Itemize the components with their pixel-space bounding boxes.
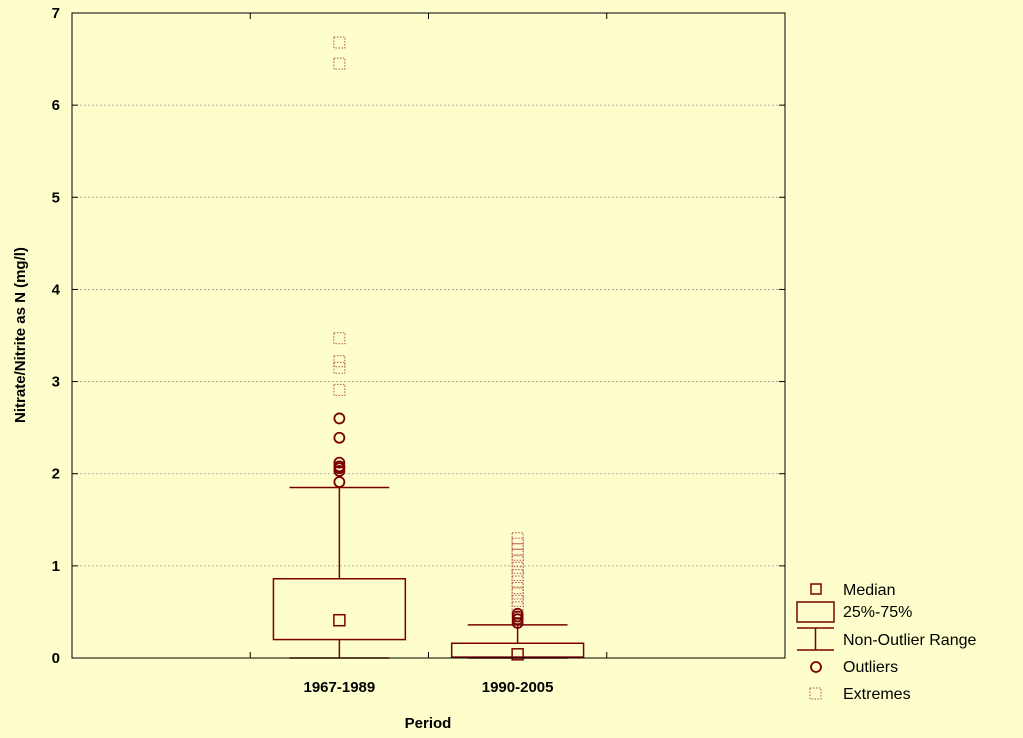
box-1967-1989 <box>272 36 407 659</box>
extreme-point <box>333 57 346 70</box>
y-tick-label: 1 <box>52 558 60 575</box>
extreme-point <box>511 601 524 614</box>
iqr-box <box>272 578 407 641</box>
y-tick-label: 2 <box>52 466 60 483</box>
y-axis-title: Nitrate/Nitrite as N (mg/l) <box>12 247 29 423</box>
legend-extremes-label: Extremes <box>843 686 911 703</box>
median-marker <box>511 648 524 661</box>
outlier-point <box>333 431 346 444</box>
extreme-point <box>511 561 524 574</box>
extreme-point <box>511 555 524 568</box>
grid-lines <box>72 104 785 567</box>
iqr-box <box>450 642 585 658</box>
legend-median-label: Median <box>843 582 895 599</box>
x-tick-label: 1990-2005 <box>482 679 554 696</box>
outlier-point <box>333 476 346 488</box>
extreme-point <box>511 575 524 588</box>
legend-outliers-label: Outliers <box>843 659 898 676</box>
legend-median-icon <box>810 583 822 595</box>
y-tick-label: 3 <box>52 374 60 391</box>
extreme-point <box>511 581 524 594</box>
extreme-point <box>511 594 524 607</box>
extreme-point <box>511 569 524 582</box>
x-tick-label: 1967-1989 <box>304 679 376 696</box>
extreme-point <box>333 36 346 49</box>
legend-iqr-label: 25%-75% <box>843 604 912 621</box>
plot-frame <box>71 12 786 659</box>
y-tick-label: 0 <box>52 650 60 667</box>
box-plot-series <box>272 36 585 661</box>
legend-extreme-icon <box>809 687 822 700</box>
box-1990-2005 <box>450 532 585 661</box>
legend-outlier-icon <box>810 661 822 673</box>
x-tick-labels: 1967-1989 1990-2005 <box>304 679 554 696</box>
extreme-point <box>511 532 524 545</box>
x-axis-title: Period <box>405 715 452 732</box>
extreme-point <box>333 332 346 345</box>
outlier-point <box>511 607 524 620</box>
axes <box>71 12 786 659</box>
legend: Median 25%-75% Non-Outlier Range Outlier… <box>796 582 977 703</box>
extreme-point <box>333 383 346 396</box>
legend-range-label: Non-Outlier Range <box>843 632 977 649</box>
y-tick-label: 5 <box>52 189 60 206</box>
extreme-point <box>333 361 346 374</box>
outlier-point <box>333 412 346 425</box>
legend-whisker-icon <box>797 627 834 651</box>
outlier-point <box>333 456 346 469</box>
extreme-point <box>333 355 346 368</box>
legend-box-icon <box>796 601 835 623</box>
outlier-point <box>333 460 346 473</box>
median-marker <box>333 613 346 627</box>
y-tick-labels: 0 1 2 3 4 5 6 7 <box>52 5 61 667</box>
y-tick-label: 4 <box>52 281 61 298</box>
y-tick-label: 6 <box>52 97 60 114</box>
y-tick-label: 7 <box>52 5 60 22</box>
